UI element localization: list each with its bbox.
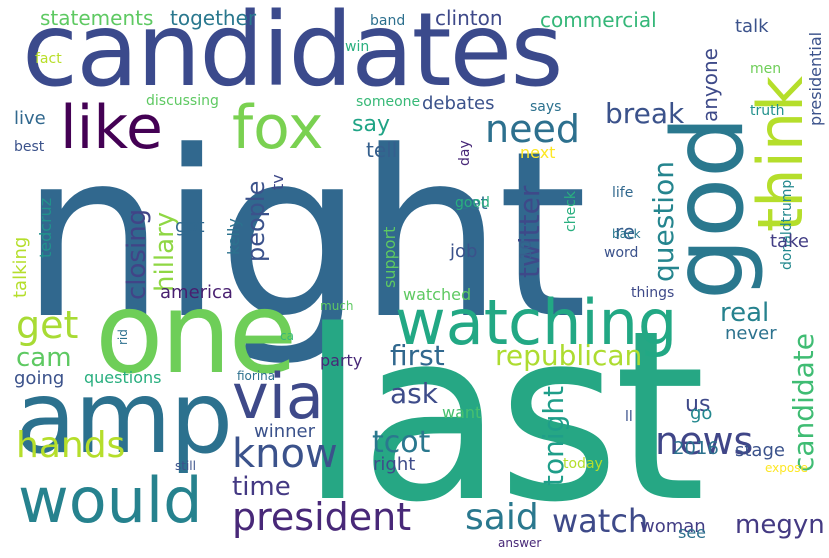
- word-tell: tell: [366, 138, 398, 162]
- word-via: via: [232, 360, 324, 433]
- word-america: america: [160, 282, 233, 303]
- word-commercial: commercial: [540, 8, 657, 32]
- word-hands: hands: [16, 425, 126, 466]
- word-still: still: [175, 459, 196, 473]
- word-would: would: [18, 464, 203, 537]
- word-last: last: [300, 281, 706, 554]
- word-together: together: [170, 6, 257, 30]
- word-break: break: [605, 97, 685, 130]
- word-ca: ca: [280, 329, 294, 343]
- word-win: win: [345, 39, 370, 55]
- word-ask: ask: [390, 377, 438, 410]
- word-band: band: [370, 13, 406, 29]
- word-megyn: megyn: [735, 510, 825, 540]
- word-set: set: [460, 193, 488, 214]
- word-candidate: candidate: [787, 333, 820, 472]
- word-talk: talk: [735, 16, 769, 37]
- word-next: next: [520, 143, 556, 162]
- word-truth: truth: [750, 103, 785, 119]
- word-day: day: [457, 140, 473, 166]
- word-know: know: [232, 431, 338, 477]
- word-candidates: candidates: [22, 0, 563, 110]
- word-fiorina: fiorina: [237, 369, 276, 383]
- word-say: say: [352, 112, 390, 137]
- word-republican: republican: [495, 339, 643, 372]
- word-says: says: [530, 99, 562, 115]
- word-stage: stage: [735, 440, 785, 461]
- word-life: life: [612, 185, 634, 201]
- word-back: back: [612, 227, 641, 241]
- word-get: get: [16, 303, 79, 347]
- word-us: us: [685, 392, 711, 417]
- word-10: 10: [516, 239, 535, 260]
- word-time: time: [232, 472, 291, 502]
- word-watched: watched: [403, 285, 472, 304]
- word-see: see: [678, 523, 707, 542]
- word-someone: someone: [356, 94, 421, 110]
- word-live: live: [14, 108, 46, 129]
- word-twitter: twitter: [513, 185, 546, 278]
- word-questions: questions: [84, 368, 162, 387]
- word-said: said: [465, 497, 539, 538]
- word-want: want: [442, 403, 482, 422]
- word-people: people: [242, 180, 270, 262]
- word-things: things: [631, 285, 675, 301]
- word-tcot: tcot: [372, 425, 431, 460]
- word-re: re: [615, 220, 636, 244]
- word-fact: fact: [35, 51, 62, 67]
- word-kelly: kelly: [224, 218, 243, 255]
- word-presidential: presidential: [806, 31, 825, 126]
- word-statements: statements: [40, 6, 154, 30]
- word-like: like: [60, 93, 163, 163]
- word-word: word: [604, 245, 639, 261]
- word-much: much: [320, 299, 354, 313]
- word-amp: amp: [15, 359, 233, 476]
- word-fox: fox: [232, 93, 324, 163]
- word-2016: 2016: [673, 438, 719, 459]
- word-support: support: [380, 226, 399, 288]
- word-go: go: [690, 403, 713, 424]
- word-discussing: discussing: [146, 93, 219, 109]
- word-rid: rid: [116, 329, 130, 345]
- word-anyone: anyone: [698, 48, 722, 122]
- word-cam: cam: [16, 343, 72, 373]
- word-real: real: [720, 298, 770, 328]
- word-watching: watching: [395, 286, 678, 359]
- word-check: check: [563, 191, 579, 232]
- word-job: job: [450, 241, 478, 262]
- word-good: good: [455, 195, 490, 211]
- word-first: first: [390, 339, 445, 372]
- word-one: one: [95, 269, 297, 399]
- word-going: going: [14, 368, 65, 389]
- word-night: night: [20, 103, 588, 370]
- word-clinton: clinton: [435, 6, 503, 30]
- word-ll: ll: [625, 409, 633, 425]
- word-expose: expose: [765, 461, 808, 475]
- word-men: men: [750, 61, 782, 77]
- word-never: never: [725, 323, 777, 344]
- word-closing: closing: [122, 208, 152, 300]
- word-question: question: [647, 161, 680, 282]
- word-watch: watch: [552, 502, 649, 540]
- word-winner: winner: [254, 421, 316, 442]
- word-answer: answer: [498, 536, 542, 550]
- word-best: best: [14, 139, 45, 155]
- word-donaldtrump: donaldtrump: [779, 179, 795, 270]
- word-tedcruz: tedcruz: [36, 197, 55, 258]
- word-today: today: [563, 456, 603, 472]
- word-got: got: [175, 216, 205, 237]
- word-tv: tv: [268, 174, 287, 190]
- word-right: right: [373, 454, 416, 475]
- word-news: news: [655, 419, 754, 463]
- word-president: president: [232, 495, 412, 539]
- word-need: need: [485, 107, 580, 151]
- word-take: take: [770, 231, 809, 252]
- word-debates: debates: [422, 93, 495, 114]
- word-talking: talking: [10, 236, 31, 298]
- word-woman: woman: [640, 516, 706, 537]
- word-party: party: [320, 351, 363, 370]
